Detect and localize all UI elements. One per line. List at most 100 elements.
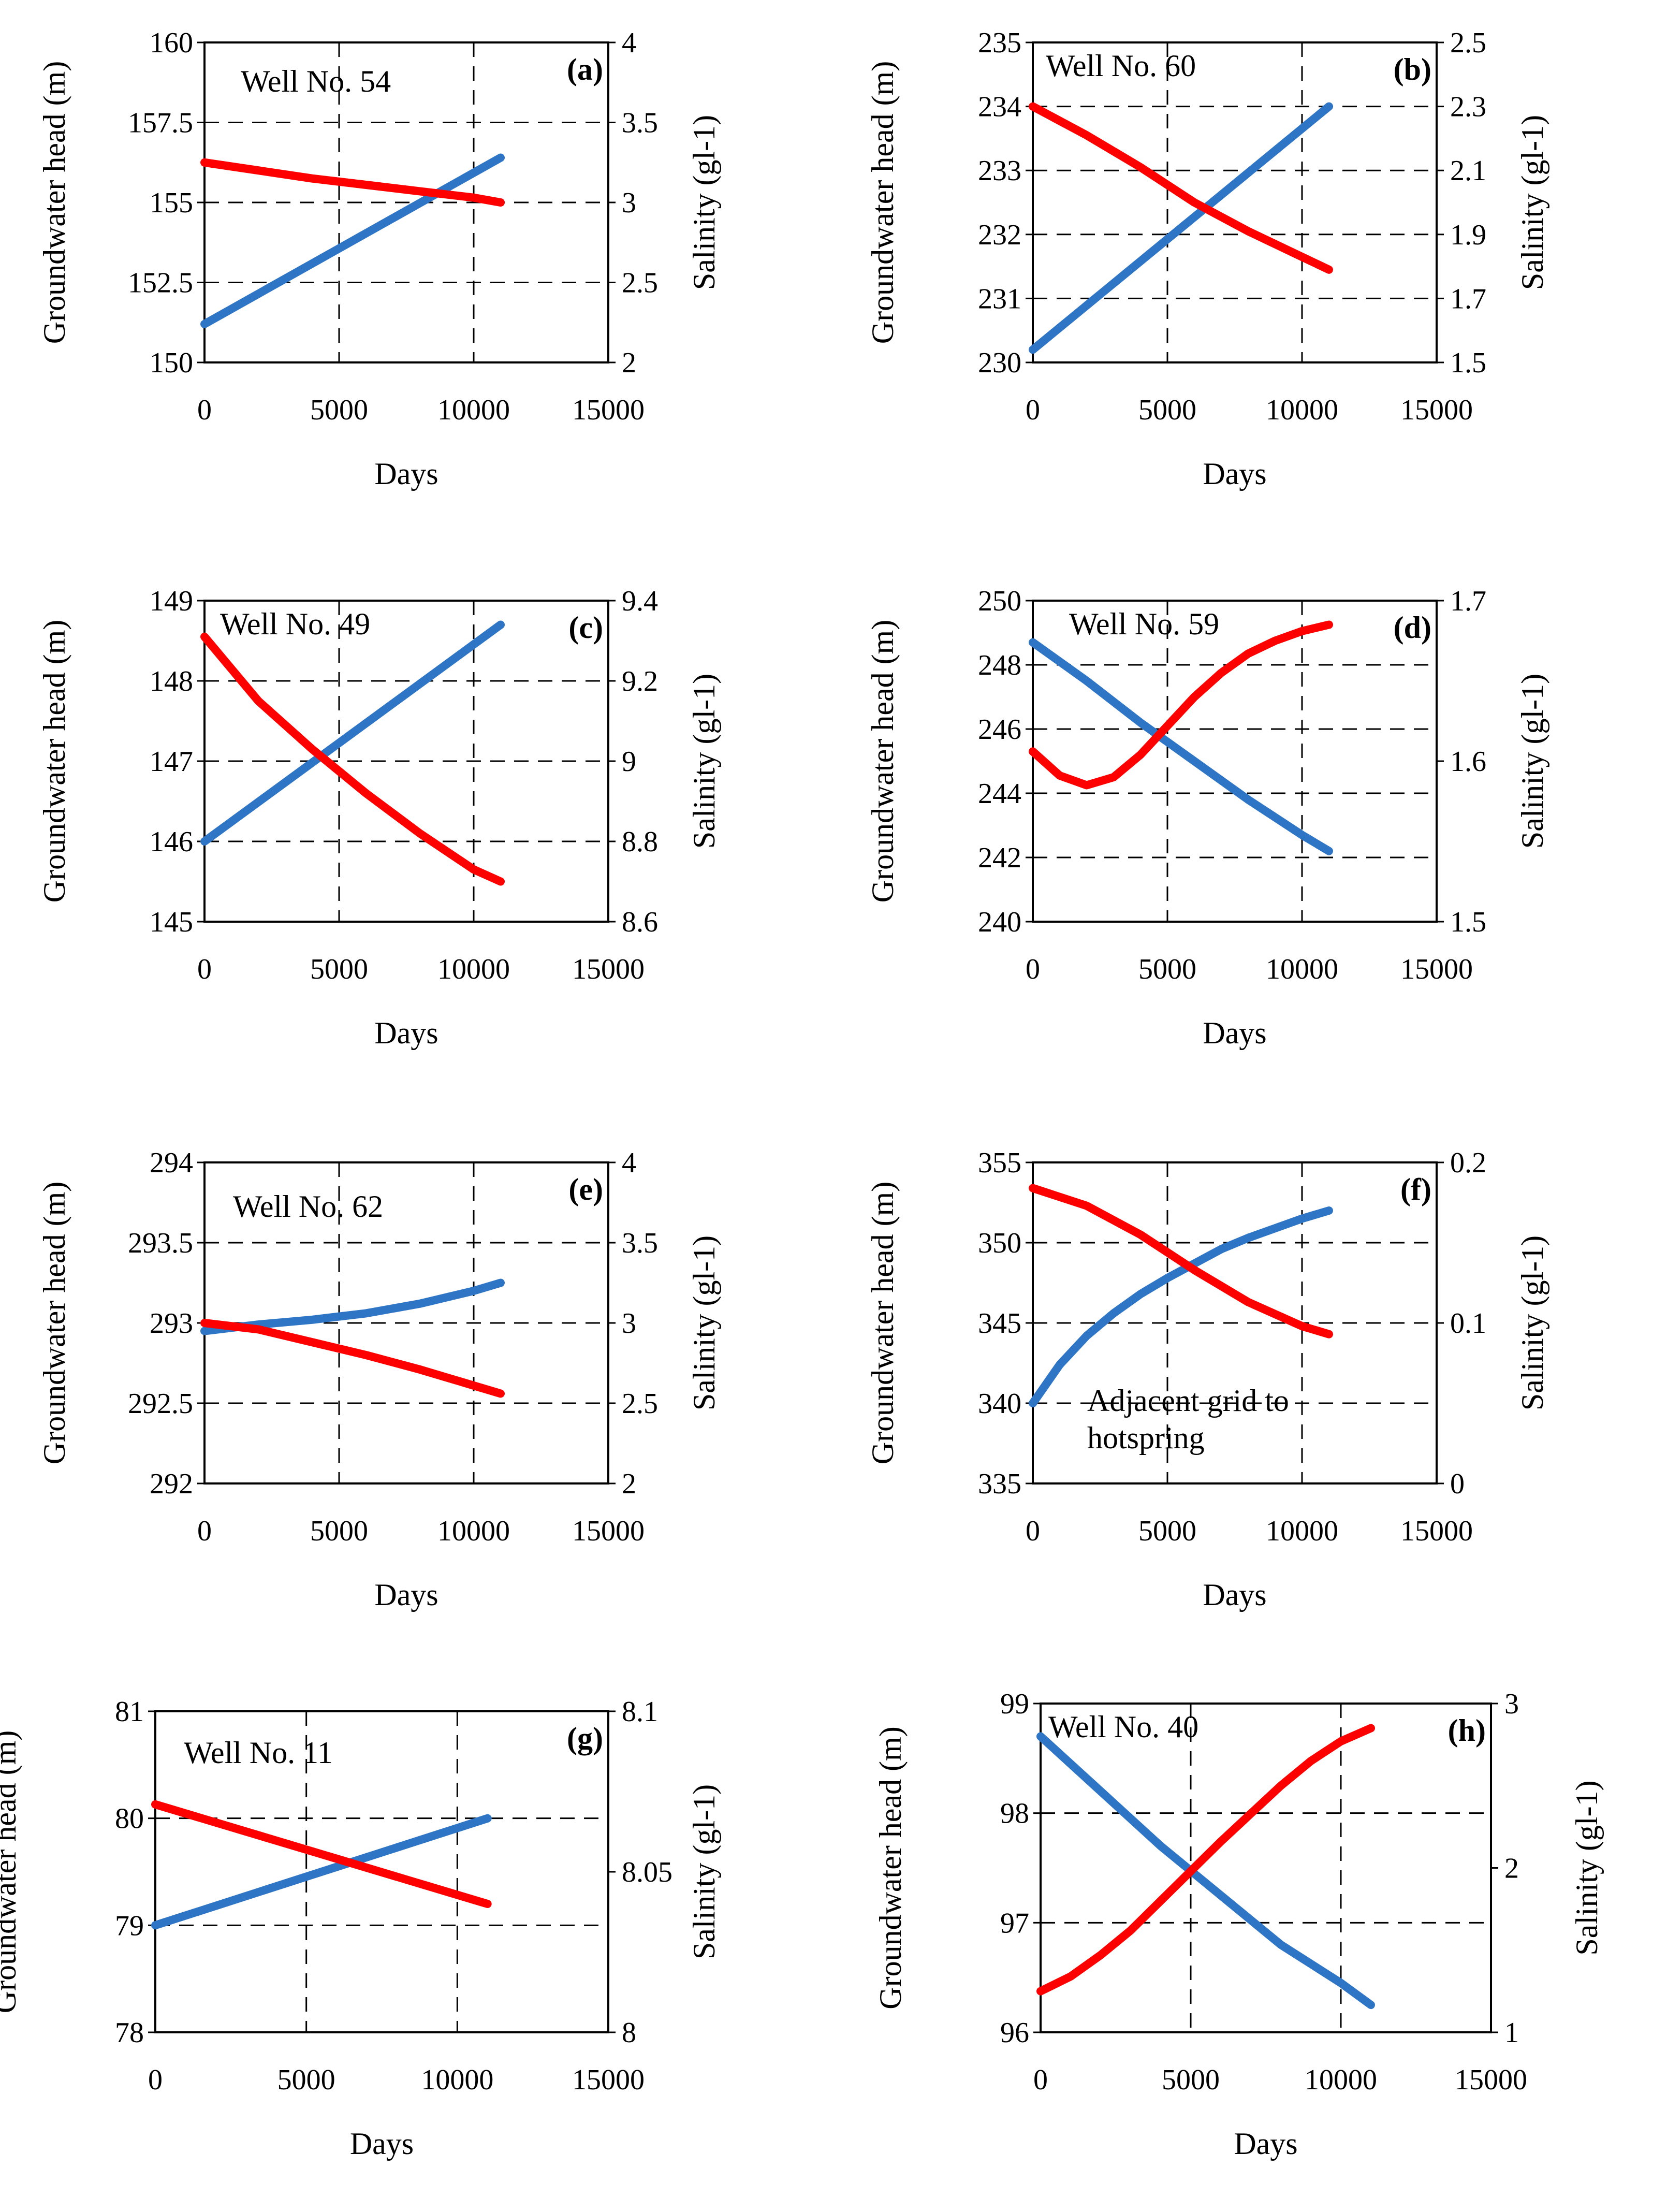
x-axis-title: Days <box>374 1016 438 1050</box>
y-tick-label: 150 <box>150 347 193 379</box>
x-tick-label: 5000 <box>277 2064 335 2096</box>
x-axis-title: Days <box>374 1578 438 1612</box>
y2-tick-label: 1.5 <box>1450 347 1486 379</box>
y-tick-label: 292.5 <box>128 1388 193 1420</box>
chart-panel: 335 340 345 350 355 0 0.1 0.2 0 5000 10000 15000 Day… <box>866 1147 1549 1612</box>
y2-tick-label: 2 <box>622 1468 636 1500</box>
y-axis-title: Groundwater head (m) <box>0 1730 22 2013</box>
x-tick-label: 15000 <box>572 1515 645 1547</box>
y-tick-label: 246 <box>978 714 1021 746</box>
well-annotation: Well No. 62 <box>233 1189 383 1224</box>
y2-tick-label: 4 <box>622 27 636 59</box>
x-tick-label: 0 <box>1033 2064 1048 2096</box>
y-tick-label: 99 <box>1000 1688 1029 1720</box>
x-tick-label: 5000 <box>1162 2064 1220 2096</box>
salinity-series-line <box>200 158 505 207</box>
y2-axis-title: Salinity (gl-1) <box>1515 1235 1549 1410</box>
y2-tick-label: 8 <box>622 2017 636 2049</box>
x-tick-label: 10000 <box>1266 394 1338 426</box>
y-tick-label: 355 <box>978 1147 1021 1179</box>
x-axis-title: Days <box>374 457 438 491</box>
y2-tick-label: 3 <box>622 1307 636 1340</box>
y-tick-label: 97 <box>1000 1907 1029 1939</box>
y-tick-label: 248 <box>978 649 1021 681</box>
y2-tick-label: 8.6 <box>622 906 658 938</box>
x-tick-label: 0 <box>1026 1515 1040 1547</box>
x-tick-label: 10000 <box>421 2064 493 2096</box>
panel-label: (a) <box>567 52 603 86</box>
y2-tick-label: 1.9 <box>1450 219 1486 251</box>
salinity-series-line <box>1029 102 1333 274</box>
plot-area-frame <box>1040 1702 1492 2033</box>
x-tick-label: 0 <box>1026 394 1040 426</box>
panel-label: (e) <box>568 1172 603 1206</box>
y-tick-label: 160 <box>150 27 193 59</box>
x-axis-title: Days <box>350 2127 414 2161</box>
y-tick-label: 79 <box>115 1910 144 1942</box>
head-series-line <box>1029 1206 1333 1407</box>
y2-tick-label: 2.5 <box>622 1388 658 1420</box>
y2-tick-label: 9.2 <box>622 665 658 697</box>
x-axis-title: Days <box>1203 1016 1266 1050</box>
x-tick-label: 5000 <box>1138 394 1196 426</box>
panel-label: (b) <box>1394 52 1431 86</box>
x-tick-label: 0 <box>1026 953 1040 985</box>
y-axis-title: Groundwater head (m) <box>37 61 71 344</box>
y-tick-label: 345 <box>978 1307 1021 1340</box>
salinity-series-line <box>151 1800 492 1908</box>
y-tick-label: 294 <box>150 1147 193 1179</box>
y-axis-title: Groundwater head (m) <box>873 1726 908 2009</box>
y-tick-label: 147 <box>150 746 193 778</box>
salinity-series-line <box>1029 1184 1333 1338</box>
salinity-series-line <box>1036 1724 1375 1996</box>
salinity-series-line <box>200 1319 505 1398</box>
well-annotation: Well No. 49 <box>220 607 370 641</box>
x-tick-label: 15000 <box>1400 1515 1473 1547</box>
y-tick-label: 235 <box>978 27 1021 59</box>
y2-tick-label: 2.3 <box>1450 91 1486 123</box>
y2-tick-label: 9.4 <box>622 585 658 617</box>
x-tick-label: 5000 <box>1138 953 1196 985</box>
panel-label: (c) <box>568 610 603 645</box>
head-series-line <box>1036 1732 1375 2010</box>
x-tick-label: 5000 <box>310 394 368 426</box>
y2-tick-label: 1.5 <box>1450 906 1486 938</box>
y2-tick-label: 1.7 <box>1450 283 1486 315</box>
plot-area-frame <box>1032 600 1438 923</box>
y-tick-label: 233 <box>978 155 1021 187</box>
y2-axis-title: Salinity (gl-1) <box>687 115 721 290</box>
chart-panel: 78 79 80 81 8 8.05 8.1 0 5000 10000 15000 Days Groun… <box>0 1696 721 2161</box>
y-axis-title: Groundwater head (m) <box>37 620 71 903</box>
y-tick-label: 80 <box>115 1803 144 1835</box>
y2-tick-label: 2.5 <box>622 267 658 299</box>
y-tick-label: 155 <box>150 187 193 219</box>
y-tick-label: 98 <box>1000 1798 1029 1830</box>
y-axis-title: Groundwater head (m) <box>866 61 900 344</box>
plot-area-frame <box>1032 41 1438 363</box>
well-annotation: Well No. 11 <box>184 1736 333 1770</box>
y-tick-label: 340 <box>978 1388 1021 1420</box>
y2-tick-label: 3 <box>622 187 636 219</box>
y2-tick-label: 1 <box>1504 2017 1519 2049</box>
x-tick-label: 15000 <box>1400 953 1473 985</box>
y-tick-label: 96 <box>1000 2017 1029 2049</box>
x-tick-label: 15000 <box>572 394 645 426</box>
y-tick-label: 335 <box>978 1468 1021 1500</box>
panel-label: (d) <box>1394 610 1431 645</box>
y2-tick-label: 4 <box>622 1147 636 1179</box>
y2-tick-label: 8.05 <box>622 1856 672 1888</box>
y2-tick-label: 0.1 <box>1450 1307 1486 1340</box>
y-tick-label: 242 <box>978 842 1021 874</box>
well-annotation: Well No. 60 <box>1046 49 1196 83</box>
salinity-series-line <box>1029 620 1333 790</box>
panel-label: (f) <box>1400 1172 1431 1206</box>
head-series-line <box>151 1814 492 1930</box>
x-tick-label: 15000 <box>572 953 645 985</box>
chart-panel: 150 152.5 155 157.5 160 2 2.5 3 3.5 4 0 5000 10000 15… <box>37 27 721 491</box>
y2-tick-label: 9 <box>622 746 636 778</box>
head-series-line <box>200 153 505 328</box>
x-tick-label: 10000 <box>437 394 510 426</box>
head-series-line <box>1029 102 1333 354</box>
y-tick-label: 234 <box>978 91 1021 123</box>
